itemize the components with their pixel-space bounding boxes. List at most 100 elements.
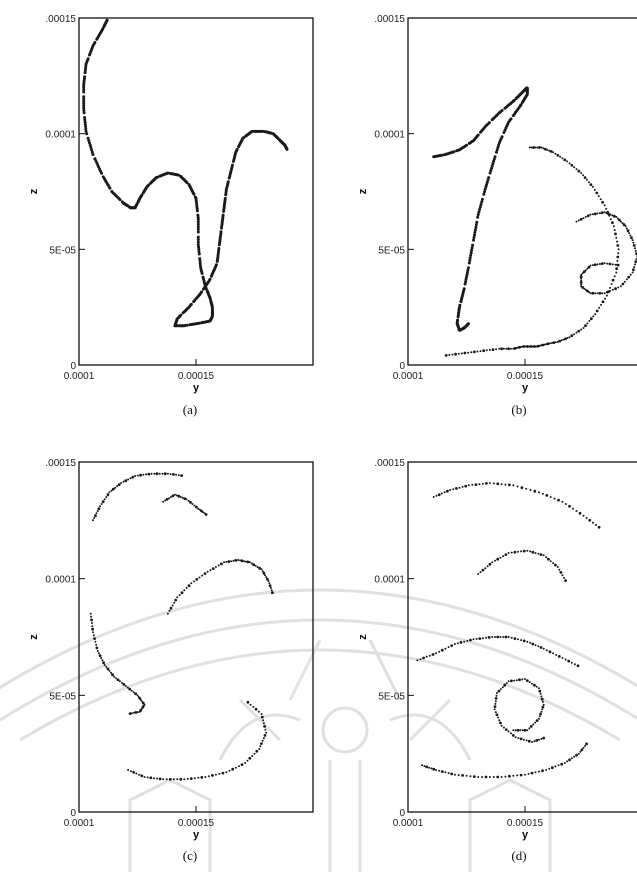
data-point [457, 352, 460, 355]
data-point [563, 158, 567, 162]
data-point [108, 186, 112, 190]
data-point [140, 699, 142, 701]
data-point [469, 253, 473, 257]
y-tick-label-c-2: 5E-05 [49, 691, 76, 702]
data-point [595, 309, 599, 313]
data-point [203, 572, 207, 575]
data-point [605, 294, 608, 297]
data-point [163, 472, 167, 476]
data-point [593, 212, 597, 216]
data-point [540, 737, 543, 740]
data-point [531, 550, 535, 554]
data-point [576, 664, 580, 668]
data-point [198, 259, 202, 263]
data-point [540, 697, 544, 701]
data-point [223, 196, 227, 200]
data-point [575, 220, 578, 223]
data-point [447, 772, 450, 775]
data-point [504, 775, 507, 778]
data-point [510, 732, 512, 735]
data-point [584, 744, 587, 747]
data-point [94, 514, 97, 518]
data-point [535, 685, 538, 688]
data-point [158, 472, 161, 475]
data-point [612, 225, 615, 228]
plot-frame-b [407, 17, 637, 366]
data-point [425, 765, 429, 769]
panel-caption-d: (d) [511, 848, 526, 863]
data-point [580, 328, 583, 331]
data-point [143, 776, 146, 778]
data-point [91, 625, 94, 628]
data-point [550, 766, 554, 770]
series-d-0 [493, 678, 546, 743]
data-point [538, 717, 540, 720]
data-point [198, 576, 201, 579]
data-point [623, 280, 626, 283]
data-point [82, 88, 86, 92]
data-point [580, 172, 583, 174]
data-point [552, 652, 555, 655]
data-point [101, 659, 104, 662]
data-point [458, 486, 461, 489]
data-point [521, 678, 524, 681]
data-point [173, 601, 176, 604]
data-point [538, 738, 540, 741]
data-point [196, 240, 200, 244]
data-point [473, 228, 477, 232]
data-point [521, 345, 524, 348]
data-point [232, 559, 235, 562]
data-point [523, 728, 527, 732]
data-point [549, 150, 553, 153]
data-point [127, 769, 130, 771]
data-point [589, 317, 593, 321]
data-point [615, 215, 618, 218]
data-point [556, 153, 560, 157]
y-tick-label-c-3: 0 [70, 808, 76, 819]
data-point [494, 702, 497, 705]
data-point [447, 646, 450, 649]
data-point [603, 292, 606, 295]
data-point [175, 473, 178, 476]
data-point [470, 351, 473, 354]
data-point [517, 737, 520, 740]
data-point [100, 171, 103, 175]
data-point [466, 639, 469, 642]
data-point [230, 560, 233, 563]
data-point [591, 264, 594, 267]
data-point [585, 517, 588, 519]
data-point [598, 263, 601, 265]
y-axis-label-c: z [28, 634, 40, 640]
data-point [99, 505, 102, 508]
data-point [470, 246, 474, 250]
data-point [601, 300, 605, 304]
x-tick-label-a-0: 0.0001 [64, 371, 95, 382]
data-point [476, 350, 479, 353]
data-point [520, 639, 523, 642]
data-point [494, 697, 498, 700]
data-point [260, 713, 263, 715]
data-point [260, 568, 263, 571]
data-point [612, 214, 616, 218]
data-point [147, 183, 151, 187]
data-point [577, 329, 581, 333]
data-point [198, 264, 202, 267]
data-point [485, 636, 487, 639]
x-axis-label-d: y [522, 829, 529, 841]
data-point [495, 713, 499, 717]
data-point [598, 212, 601, 215]
data-point [591, 521, 594, 524]
data-point [488, 482, 491, 484]
data-point [491, 636, 494, 638]
data-point [485, 482, 488, 485]
data-point [89, 612, 92, 615]
data-point [179, 496, 182, 498]
data-point [534, 644, 537, 647]
data-point [557, 498, 560, 502]
data-point [570, 661, 573, 664]
data-point [631, 239, 634, 242]
data-point [531, 642, 535, 646]
data-point [152, 777, 155, 780]
data-point [500, 724, 503, 727]
data-point [504, 553, 508, 556]
